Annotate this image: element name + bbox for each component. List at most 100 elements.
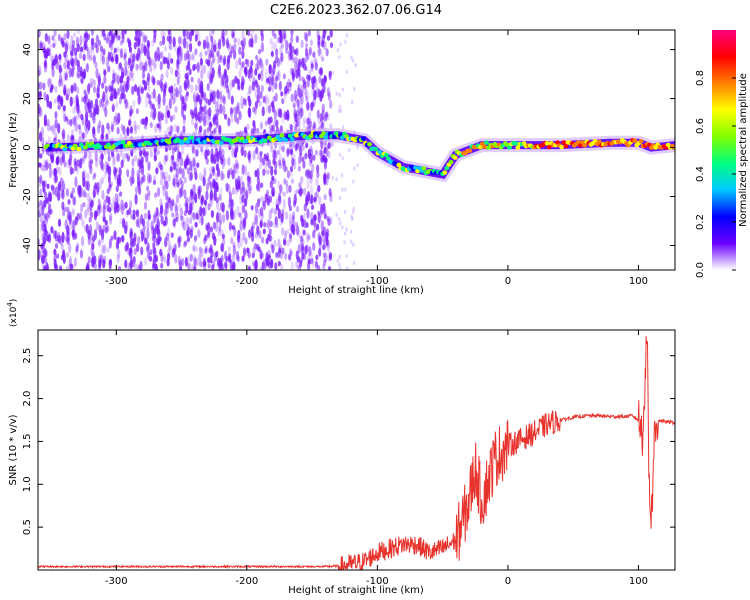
noise-speck — [123, 30, 128, 35]
noise-speck — [78, 185, 82, 191]
noise-speck — [280, 226, 285, 236]
noise-speck — [215, 196, 219, 204]
noise-speck — [216, 167, 221, 174]
noise-speck — [38, 69, 41, 77]
noise-speck — [82, 177, 86, 188]
snr-x-tick-label: -300 — [105, 576, 128, 587]
snr-y-tick-label: 1.0 — [22, 476, 33, 492]
noise-speck — [260, 195, 264, 203]
noise-speck — [122, 125, 126, 135]
noise-speck — [56, 166, 60, 175]
noise-speck — [314, 260, 319, 269]
noise-speck — [234, 75, 238, 85]
noise-speck — [185, 41, 189, 50]
noise-speck — [79, 35, 83, 46]
noise-speck — [57, 218, 62, 227]
noise-speck — [126, 69, 130, 78]
noise-speck — [76, 103, 80, 115]
ridge-cell — [582, 143, 588, 148]
noise-speck — [85, 62, 89, 73]
noise-speck — [79, 70, 83, 77]
noise-speck — [102, 258, 106, 269]
noise-speck — [107, 65, 111, 73]
noise-speck — [284, 85, 288, 95]
noise-speck — [111, 105, 115, 113]
noise-speck — [244, 58, 248, 65]
noise-speck — [301, 245, 306, 253]
ridge-cell — [561, 140, 567, 145]
noise-speck — [184, 93, 189, 102]
noise-speck — [319, 90, 323, 103]
noise-speck — [302, 160, 306, 169]
noise-speck — [324, 252, 328, 263]
noise-speck — [167, 239, 171, 250]
noise-speck — [272, 60, 277, 68]
noise-speck — [121, 71, 125, 79]
noise-speck — [220, 262, 224, 270]
noise-speck — [315, 187, 320, 199]
noise-speck — [229, 107, 234, 115]
spectrogram-y-tick-label: -40 — [22, 237, 33, 253]
noise-speck — [86, 192, 91, 203]
noise-speck — [44, 212, 48, 220]
noise-speck — [305, 32, 309, 43]
noise-speck — [120, 204, 125, 211]
noise-speck — [283, 239, 287, 246]
noise-speck — [297, 106, 301, 116]
noise-speck — [299, 259, 303, 268]
noise-speck — [58, 53, 62, 61]
noise-speck — [45, 159, 49, 169]
noise-speck — [70, 193, 74, 199]
noise-speck — [90, 233, 94, 241]
noise-speck — [178, 84, 182, 96]
spectrogram-y-label: Frequency (Hz) — [8, 112, 19, 188]
noise-speck — [272, 187, 276, 197]
noise-speck — [172, 36, 176, 48]
noise-speck — [208, 181, 213, 188]
noise-speck — [182, 125, 186, 134]
noise-speck — [44, 214, 49, 226]
noise-speck — [275, 222, 279, 228]
noise-speck — [240, 40, 244, 46]
noise-speck — [236, 78, 240, 86]
noise-speck — [210, 95, 214, 102]
noise-speck — [259, 91, 263, 99]
noise-speck — [248, 38, 252, 48]
noise-speck — [183, 79, 187, 89]
noise-speck — [215, 185, 219, 193]
noise-speck — [68, 258, 72, 269]
noise-speck — [236, 162, 240, 170]
noise-speck — [212, 221, 216, 230]
ridge-cell — [467, 148, 473, 153]
noise-speck — [179, 36, 183, 46]
ridge-cell — [202, 139, 207, 145]
noise-speck — [300, 243, 305, 252]
noise-speck — [294, 94, 298, 103]
noise-speck — [322, 202, 326, 212]
noise-speck — [271, 41, 275, 52]
noise-speck — [314, 62, 318, 71]
noise-speck — [157, 101, 161, 110]
noise-speck — [279, 56, 283, 66]
ridge-cell — [331, 134, 337, 139]
noise-speck — [96, 181, 100, 193]
noise-speck — [218, 219, 222, 226]
noise-speck — [116, 126, 120, 135]
noise-speck — [212, 115, 217, 126]
noise-speck — [150, 58, 154, 67]
ridge-cell — [632, 138, 638, 143]
noise-speck — [81, 218, 85, 228]
noise-speck — [261, 158, 265, 166]
noise-speck — [139, 94, 143, 104]
noise-speck — [212, 168, 216, 177]
noise-speck — [166, 258, 170, 267]
noise-speck — [244, 193, 248, 203]
noise-speck — [129, 241, 133, 248]
noise-speck — [346, 266, 349, 270]
noise-speck — [259, 182, 264, 189]
noise-speck — [146, 219, 150, 230]
noise-speck — [280, 213, 284, 224]
noise-speck — [170, 66, 174, 75]
noise-speck — [140, 118, 144, 125]
noise-speck — [153, 59, 157, 69]
